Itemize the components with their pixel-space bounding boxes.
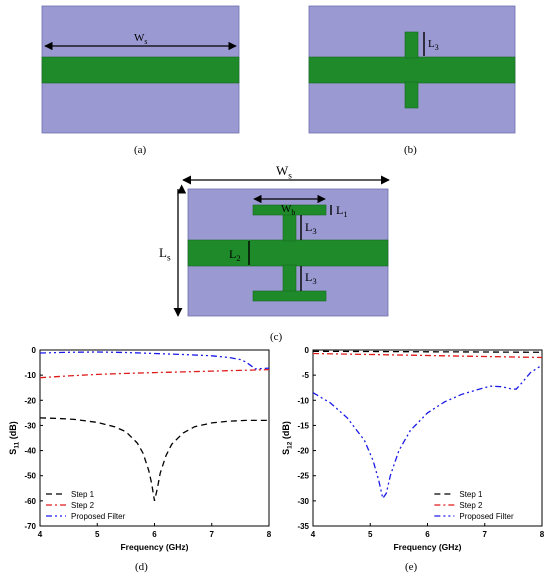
- panel-c-caption: (c): [270, 331, 283, 343]
- y-tick-label: -35: [297, 522, 309, 531]
- legend-entry: Step 1: [459, 490, 483, 499]
- x-tick-label: 8: [267, 530, 272, 539]
- panel-c-stub-bottom: [282, 264, 297, 293]
- y-tick-label: -60: [24, 497, 36, 506]
- chart-s11: 4 5 6 7 8 0 -10 -20 -30 -40 -50 -60 -70 Frequency (GH…: [8, 346, 272, 552]
- series-line-step-2: [39, 368, 270, 379]
- y-axis-label: S12 (dB): [281, 421, 294, 455]
- x-tick-label: 4: [38, 530, 43, 539]
- panel-c-l3-bottom-label: L3: [305, 270, 317, 286]
- legend-entry: Proposed Filter: [71, 512, 126, 521]
- panel-c-microstrip: [187, 239, 389, 267]
- y-tick-label: -20: [24, 396, 36, 405]
- y-tick-label: -40: [24, 447, 36, 456]
- chart-s12: 4 5 6 7 8 0 -5 -10 -15 -20 -25 -30 -35 Frequency (GHz…: [281, 346, 545, 552]
- panel-e-caption: (e): [405, 561, 418, 573]
- panel-a-microstrip: [41, 56, 240, 84]
- y-tick-label: 0: [305, 346, 310, 355]
- panel-c-stub-top: [282, 213, 297, 242]
- plot-frame: [312, 349, 543, 527]
- series-line-proposed-filter: [312, 364, 543, 500]
- x-tick-label: 7: [483, 530, 488, 539]
- panel-b-caption: (b): [404, 144, 417, 156]
- panel-c-ws-label: Ws: [276, 163, 292, 181]
- series-line-proposed-filter: [39, 351, 270, 370]
- y-axis-label: S11 (dB): [8, 421, 21, 454]
- panel-c-patch-top: [252, 204, 327, 216]
- y-tick-label: -10: [24, 371, 36, 380]
- x-tick-label: 6: [425, 530, 430, 539]
- x-tick-label: 7: [210, 530, 215, 539]
- panel-b: L3 (b): [308, 5, 516, 156]
- series-line-step-1: [39, 417, 269, 502]
- panel-b-stub-bottom: [404, 81, 419, 109]
- y-tick-label: -30: [297, 497, 309, 506]
- x-tick-label: 5: [368, 530, 373, 539]
- panel-a-ws-label: Ws: [134, 32, 147, 46]
- legend-entry: Step 2: [71, 501, 95, 510]
- x-axis-label: Frequency (GHz): [393, 542, 461, 552]
- panel-b-microstrip: [308, 56, 516, 84]
- series-line-step-2: [312, 352, 543, 359]
- x-tick-label: 4: [311, 530, 316, 539]
- y-tick-label: -30: [24, 421, 36, 430]
- y-tick-label: -25: [297, 472, 309, 481]
- x-axis-label: Frequency (GHz): [120, 542, 188, 552]
- x-tick-label: 6: [152, 530, 157, 539]
- y-tick-label: 0: [32, 346, 37, 355]
- panel-c-l3-top-label: L3: [305, 220, 317, 236]
- x-tick-label: 5: [95, 530, 100, 539]
- legend-entry: Proposed Filter: [459, 512, 514, 521]
- y-tick-label: -10: [297, 396, 309, 405]
- panel-c-l2-label: L2: [229, 247, 241, 263]
- panel-c-wb-label: Wb: [281, 203, 295, 217]
- panel-c-patch-bottom: [252, 290, 327, 302]
- panel-b-l3-label: L3: [428, 38, 439, 52]
- y-tick-label: -20: [297, 447, 309, 456]
- y-tick-label: -70: [24, 522, 36, 531]
- panel-c-l1-label: L1: [336, 203, 348, 219]
- panel-a-caption: (a): [134, 144, 147, 156]
- panel-d-caption: (d): [135, 561, 148, 573]
- x-tick-label: 8: [540, 530, 545, 539]
- panel-a: Ws (a): [41, 5, 240, 156]
- y-tick-label: -15: [297, 421, 309, 430]
- series-line-step-1: [312, 350, 543, 353]
- y-tick-label: -50: [24, 472, 36, 481]
- panel-c: Ws Ls Wb L1 L2 L3 L3 (c): [159, 163, 390, 343]
- legend-entry: Step 2: [459, 501, 483, 510]
- panel-b-stub-top: [404, 31, 419, 59]
- legend-entry: Step 1: [71, 490, 95, 499]
- panel-c-ls-label: Ls: [159, 245, 171, 263]
- y-tick-label: -5: [302, 371, 310, 380]
